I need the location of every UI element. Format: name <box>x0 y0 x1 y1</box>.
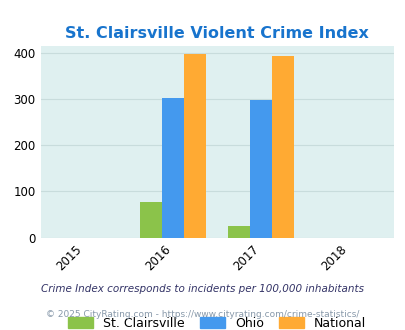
Bar <box>250 100 272 238</box>
Bar <box>183 54 206 238</box>
Text: © 2025 CityRating.com - https://www.cityrating.com/crime-statistics/: © 2025 CityRating.com - https://www.city… <box>46 310 359 319</box>
Title: St. Clairsville Violent Crime Index: St. Clairsville Violent Crime Index <box>65 26 368 41</box>
Bar <box>272 56 294 238</box>
Text: Crime Index corresponds to incidents per 100,000 inhabitants: Crime Index corresponds to incidents per… <box>41 284 364 294</box>
Legend: St. Clairsville, Ohio, National: St. Clairsville, Ohio, National <box>68 316 365 330</box>
Bar <box>162 98 183 238</box>
Bar <box>140 202 162 238</box>
Bar <box>228 226 250 238</box>
